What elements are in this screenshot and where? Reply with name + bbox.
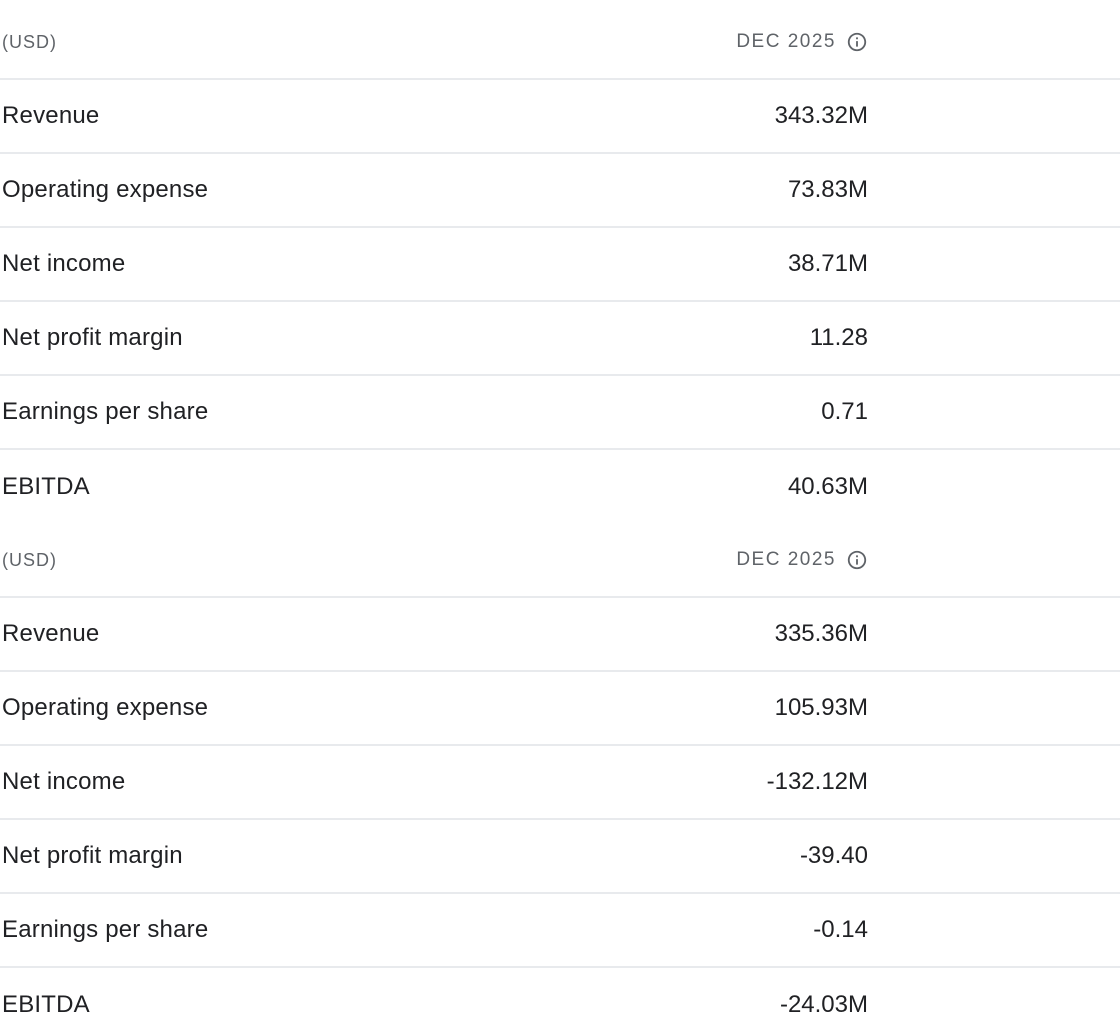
table-row: Net income 38.71M	[0, 228, 1120, 302]
table-header-row: (USD) DEC 2025	[0, 524, 1120, 598]
row-value: -24.03M	[779, 991, 868, 1018]
table-row: Operating expense 105.93M	[0, 672, 1120, 746]
financials-section-2: (USD) DEC 2025 Revenue 335.36M Operating…	[0, 524, 1120, 1018]
row-value: -132.12M	[766, 768, 868, 795]
table-row: Revenue 343.32M	[0, 80, 1120, 154]
info-icon[interactable]	[846, 31, 868, 53]
row-value: 343.32M	[774, 102, 868, 129]
info-icon[interactable]	[846, 549, 868, 571]
table-header-row: (USD) DEC 2025	[0, 6, 1120, 80]
row-label: Earnings per share	[2, 916, 209, 943]
table-row: Operating expense 73.83M	[0, 154, 1120, 228]
row-value: 335.36M	[774, 620, 868, 647]
row-label: Revenue	[2, 102, 100, 129]
period-label: DEC 2025	[736, 31, 836, 52]
row-label: Net profit margin	[2, 842, 183, 869]
row-label: EBITDA	[2, 991, 90, 1018]
period-label: DEC 2025	[736, 549, 836, 570]
row-label: Operating expense	[2, 176, 209, 203]
row-value: 40.63M	[787, 473, 868, 500]
row-label: Net income	[2, 768, 126, 795]
table-row: Net profit margin -39.40	[0, 820, 1120, 894]
row-value: 73.83M	[787, 176, 868, 203]
period-block: DEC 2025	[736, 31, 868, 53]
row-value: -39.40	[799, 842, 868, 869]
row-value: 38.71M	[787, 250, 868, 277]
table-row: EBITDA 40.63M	[0, 450, 1120, 524]
row-value: 0.71	[821, 398, 868, 425]
row-label: Revenue	[2, 620, 100, 647]
row-label: Net profit margin	[2, 324, 183, 351]
row-label: Net income	[2, 250, 126, 277]
period-block: DEC 2025	[736, 549, 868, 571]
row-value: 11.28	[809, 324, 868, 351]
table-row: Revenue 335.36M	[0, 598, 1120, 672]
table-row: Earnings per share -0.14	[0, 894, 1120, 968]
currency-label: (USD)	[2, 31, 57, 52]
table-row: EBITDA -24.03M	[0, 968, 1120, 1018]
financials-section-1: (USD) DEC 2025 Revenue 343.32M Operating…	[0, 6, 1120, 524]
row-label: Operating expense	[2, 694, 209, 721]
row-value: 105.93M	[774, 694, 868, 721]
table-row: Earnings per share 0.71	[0, 376, 1120, 450]
currency-label: (USD)	[2, 549, 57, 570]
row-value: -0.14	[813, 916, 868, 943]
row-label: Earnings per share	[2, 398, 209, 425]
table-row: Net income -132.12M	[0, 746, 1120, 820]
table-row: Net profit margin 11.28	[0, 302, 1120, 376]
row-label: EBITDA	[2, 473, 90, 500]
